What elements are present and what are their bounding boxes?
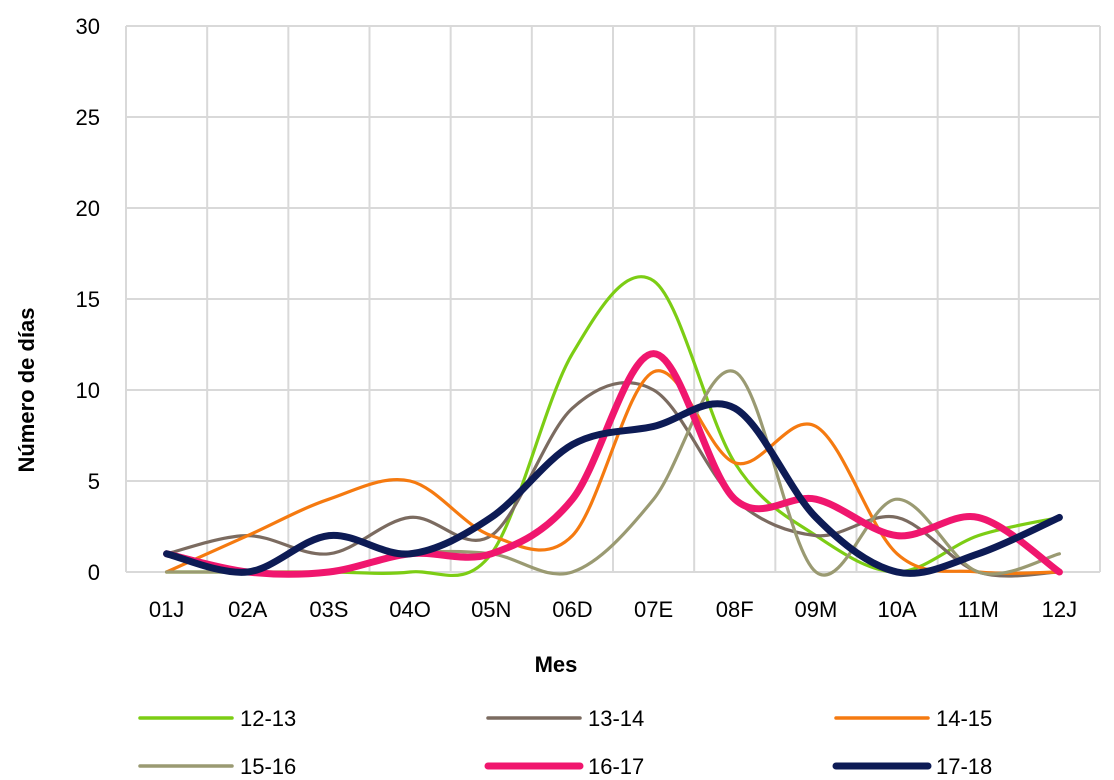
y-axis-ticks: 0 5 10 15 20 25 30: [76, 14, 100, 585]
legend-item: 16-17: [484, 754, 644, 779]
y-tick-label: 20: [76, 196, 100, 221]
legend-item: 15-16: [138, 754, 296, 779]
legend-label: 12-13: [240, 706, 296, 731]
legend-item: 13-14: [486, 706, 644, 731]
legend-item: 14-15: [834, 706, 992, 731]
legend-label: 13-14: [588, 706, 644, 731]
y-tick-label: 30: [76, 14, 100, 39]
x-tick-label: 05N: [471, 597, 511, 622]
legend-label: 16-17: [588, 754, 644, 779]
series-line-14-15: [164, 369, 1062, 575]
x-tick-label: 10A: [878, 597, 917, 622]
y-tick-label: 5: [88, 469, 100, 494]
x-axis-title: Mes: [535, 652, 578, 677]
legend-label: 15-16: [240, 754, 296, 779]
legend-label: 17-18: [936, 754, 992, 779]
y-tick-label: 10: [76, 378, 100, 403]
x-tick-label: 12J: [1042, 597, 1077, 622]
x-tick-label: 01J: [149, 597, 184, 622]
legend-item: 12-13: [138, 706, 296, 731]
y-axis-title: Número de días: [14, 307, 39, 472]
y-tick-label: 0: [88, 560, 100, 585]
x-tick-label: 09M: [795, 597, 838, 622]
series-lines: [163, 275, 1063, 578]
legend-label: 14-15: [936, 706, 992, 731]
x-axis-ticks: 01J 02A 03S 04O 05N 06D 07E 08F 09M 10A 11M 12J: [149, 597, 1077, 622]
x-tick-label: 06D: [552, 597, 592, 622]
y-tick-label: 15: [76, 287, 100, 312]
x-tick-label: 07E: [634, 597, 673, 622]
grid: [125, 25, 1101, 573]
x-tick-label: 03S: [309, 597, 348, 622]
legend-item: 17-18: [832, 754, 992, 779]
series-line-17-18: [163, 400, 1063, 577]
x-tick-label: 02A: [228, 597, 267, 622]
x-tick-label: 04O: [389, 597, 431, 622]
series-line-13-14: [164, 381, 1062, 578]
series-line-16-17: [163, 350, 1063, 578]
x-tick-label: 11M: [958, 597, 999, 622]
x-tick-label: 08F: [716, 597, 754, 622]
legend: 12-13 13-14 14-15 15-16 16-17 17-18: [138, 706, 992, 779]
y-tick-label: 25: [76, 105, 100, 130]
